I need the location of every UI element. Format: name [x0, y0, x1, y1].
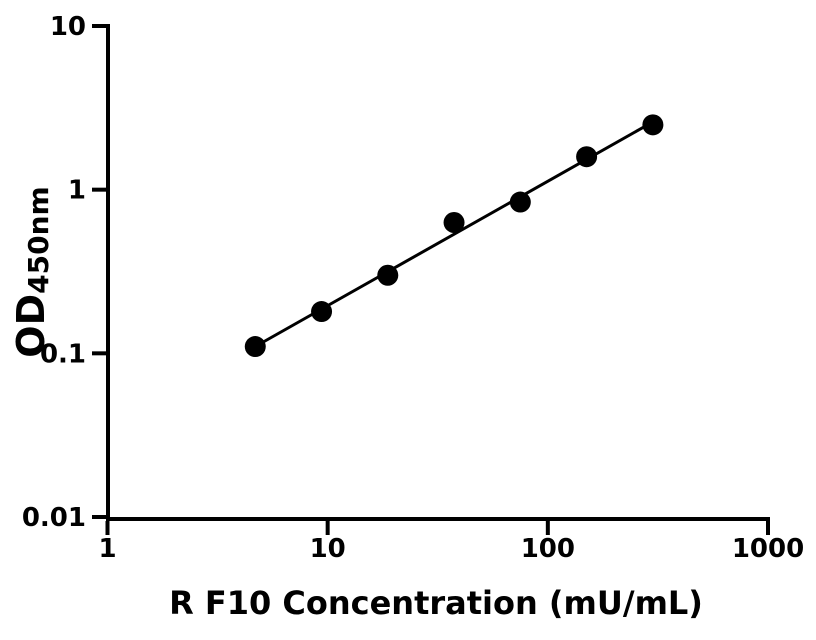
x-tick-label: 10: [310, 534, 346, 564]
x-axis-title: R F10 Concentration (mU/mL): [169, 584, 703, 622]
y-tick-label: 0.01: [22, 503, 86, 533]
y-tick-label: 10: [50, 12, 86, 42]
data-series: [244, 114, 664, 358]
axes: 10 1 0.1 0.01 1 10 100 1000: [22, 12, 804, 564]
y-axis-title-main: OD: [9, 294, 53, 358]
y-axis-title: OD450nm: [9, 186, 55, 357]
y-tick-label: 1: [68, 176, 86, 206]
data-point: [377, 264, 399, 286]
data-point: [443, 212, 465, 234]
data-point: [244, 336, 266, 358]
y-tick-label: 0.1: [40, 339, 86, 369]
data-point: [311, 301, 333, 323]
x-tick-label: 1000: [732, 534, 804, 564]
y-axis-title-sub: 450nm: [22, 186, 55, 294]
data-point: [642, 114, 664, 136]
data-point: [576, 146, 598, 168]
x-tick-label: 100: [521, 534, 575, 564]
x-tick-label: 1: [98, 534, 116, 564]
data-point: [509, 191, 531, 213]
